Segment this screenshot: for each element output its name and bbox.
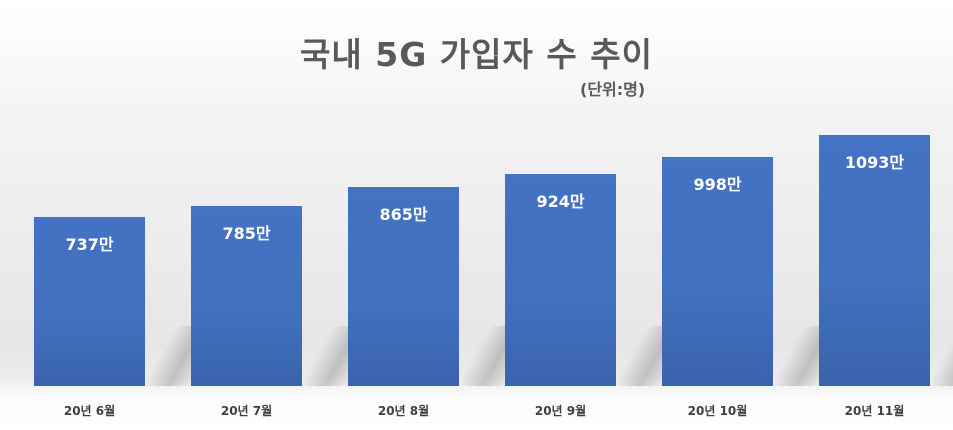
bar-sep: 924만	[505, 174, 616, 386]
bar-oct: 998만	[662, 157, 773, 386]
bar-jul: 785만	[191, 206, 302, 386]
bar-value-label: 998만	[693, 175, 742, 194]
bar-value-label: 865만	[379, 205, 428, 224]
bar-value-label: 924만	[536, 192, 585, 211]
unit-label: (단위:명)	[580, 80, 646, 99]
chart-title: 국내 5G 가입자 수 추이	[300, 35, 653, 74]
x-tick-label: 20년 9월	[534, 404, 587, 418]
bar-nov: 1093만	[819, 135, 930, 386]
x-tick-label: 20년 11월	[844, 404, 905, 418]
x-tick-label: 20년 10월	[687, 404, 748, 418]
x-tick-label: 20년 8월	[377, 404, 430, 418]
bar-value-label: 1093만	[844, 153, 905, 172]
bar-aug: 865만	[348, 187, 459, 386]
bar-jun: 737만	[34, 217, 145, 386]
bar-shadow	[930, 326, 953, 386]
x-tick-label: 20년 6월	[63, 404, 116, 418]
x-tick-label: 20년 7월	[220, 404, 273, 418]
bar-value-label: 737만	[65, 235, 114, 254]
bar-value-label: 785만	[222, 224, 271, 243]
